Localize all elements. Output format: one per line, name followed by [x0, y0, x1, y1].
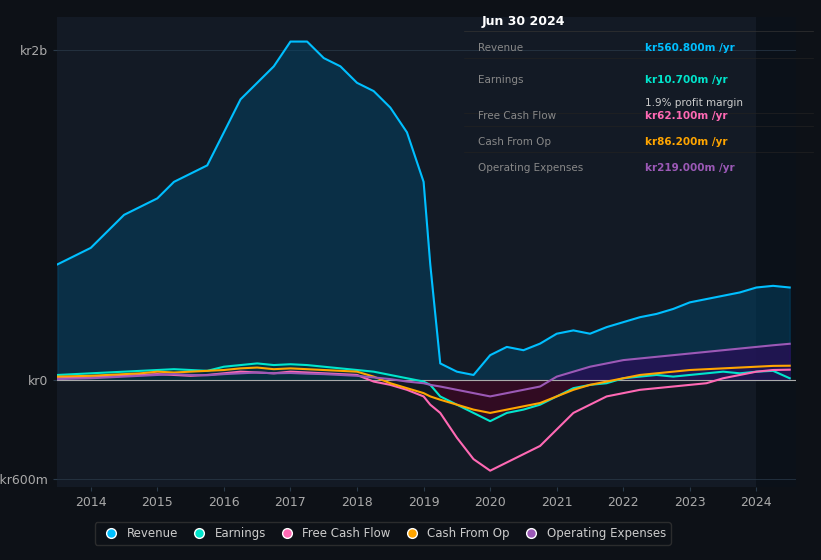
- Text: Cash From Op: Cash From Op: [478, 137, 551, 147]
- Text: Free Cash Flow: Free Cash Flow: [478, 111, 556, 120]
- Text: Jun 30 2024: Jun 30 2024: [481, 15, 565, 28]
- Text: kr560.800m /yr: kr560.800m /yr: [645, 43, 735, 53]
- Text: Earnings: Earnings: [478, 75, 523, 85]
- Text: kr86.200m /yr: kr86.200m /yr: [645, 137, 727, 147]
- Text: kr62.100m /yr: kr62.100m /yr: [645, 111, 727, 120]
- Text: kr219.000m /yr: kr219.000m /yr: [645, 163, 735, 173]
- Text: Revenue: Revenue: [478, 43, 523, 53]
- Legend: Revenue, Earnings, Free Cash Flow, Cash From Op, Operating Expenses: Revenue, Earnings, Free Cash Flow, Cash …: [94, 522, 671, 545]
- Text: Operating Expenses: Operating Expenses: [478, 163, 583, 173]
- Text: kr10.700m /yr: kr10.700m /yr: [645, 75, 728, 85]
- Bar: [756, 17, 796, 487]
- Text: 1.9% profit margin: 1.9% profit margin: [645, 97, 743, 108]
